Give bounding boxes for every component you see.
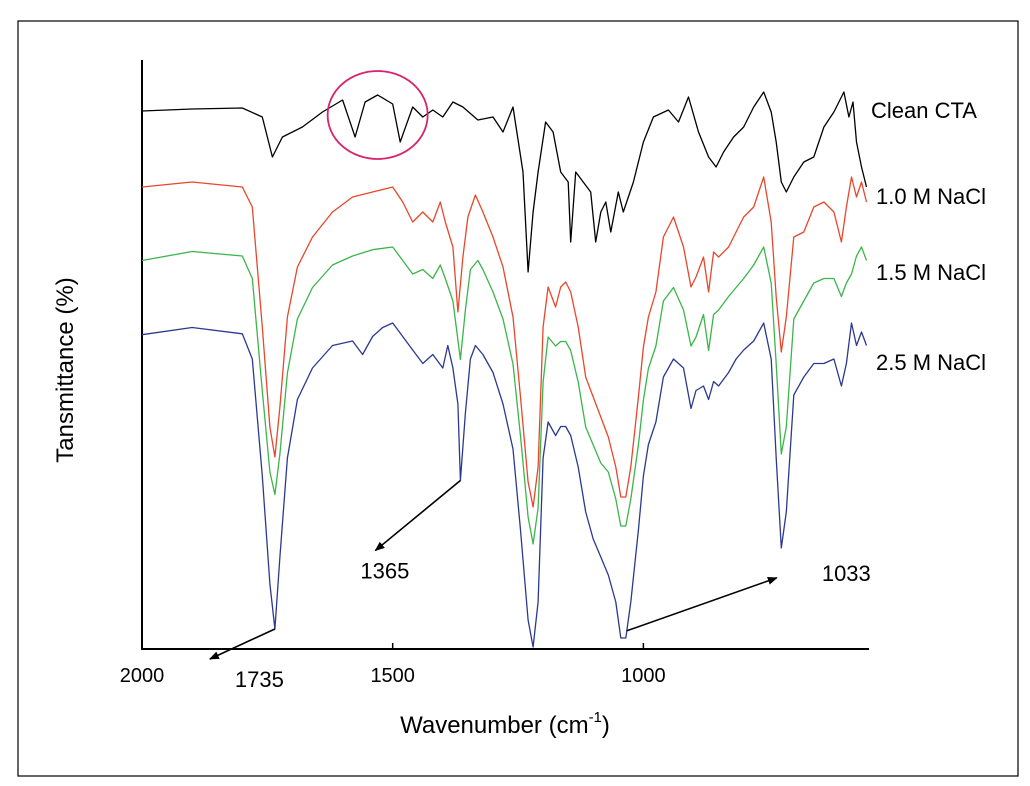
annotation-arrow [374,479,461,552]
series-label: Clean CTA [871,98,977,123]
annotation-label: 1365 [360,559,409,584]
series-label: 1.5 M NaCl [876,260,986,285]
x-tick-label: 1500 [370,665,415,687]
y-axis-label: Tansmittance (%) [52,277,79,462]
highlight-circle [326,70,429,160]
annotation-label: 1735 [235,667,284,692]
series-label: 1.0 M NaCl [876,184,986,209]
x-tick-label: 1000 [621,665,666,687]
series-label: 2.5 M NaCl [876,350,986,375]
series-line [141,322,868,648]
series-line [141,246,868,545]
x-tick-label: 2000 [120,665,165,687]
annotation-arrow [626,577,778,632]
x-axis-label: Wavenumber (cm-1) [400,709,610,739]
peak-annotations: 1735 1365 1033 [208,479,871,692]
annotation-label: 1033 [822,561,871,586]
series-line [141,91,868,273]
annotation-arrow [208,628,276,660]
figure-frame [17,20,1019,777]
series-line [141,176,868,508]
series-labels: Clean CTA 1.0 M NaCl 1.5 M NaCl 2.5 M NaCl [871,98,986,375]
x-ticks: 2000 1500 1000 [120,643,666,687]
spectra-curves [141,91,868,648]
